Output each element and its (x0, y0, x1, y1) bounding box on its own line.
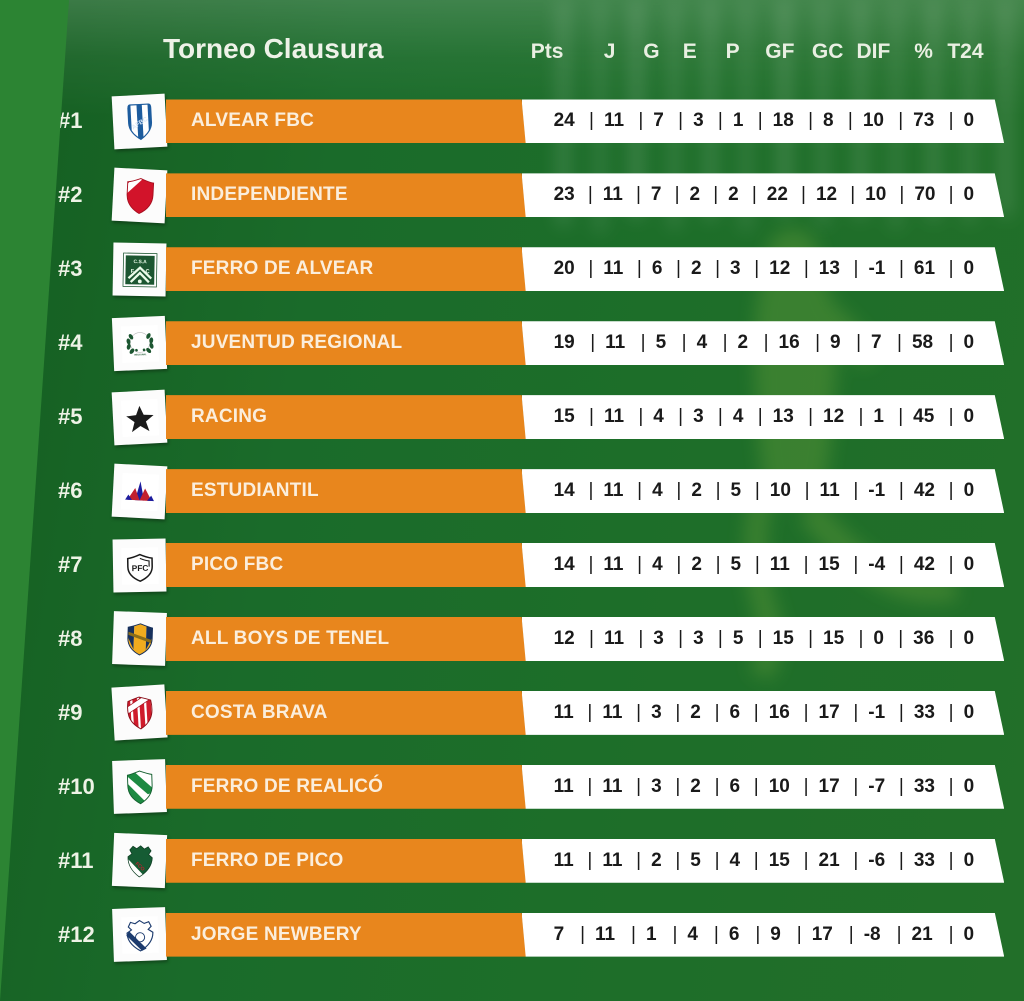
svg-text:PFC: PFC (131, 562, 148, 572)
